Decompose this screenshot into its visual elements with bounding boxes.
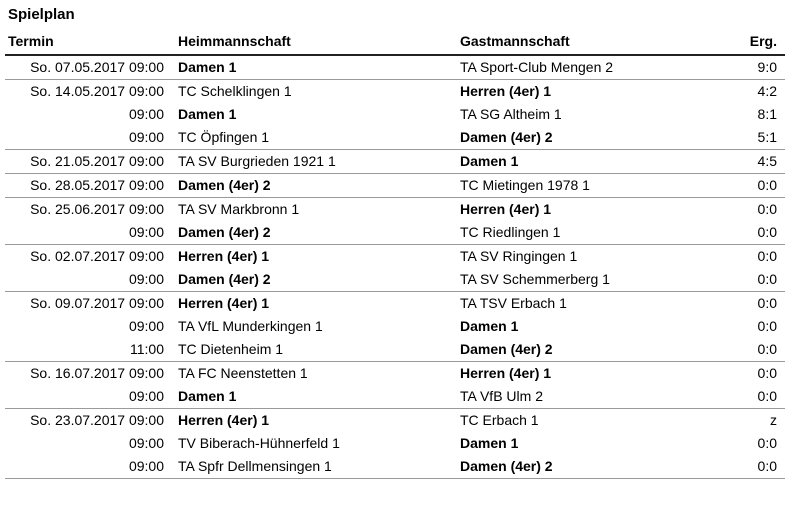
row-heimmannschaft: TA SV Burgrieden 1921 1 (165, 149, 455, 174)
row-heimmannschaft: Damen 1 (178, 106, 237, 122)
table-row: 09:00 Damen (4er) 2 TA SV Schemmerberg 1 0:… (5, 268, 785, 292)
table-row: So. 21.05.2017 09:00 TA SV Burgrieden 192… (5, 149, 785, 174)
table-row: So. 25.06.2017 09:00 TA SV Markbronn 1 Her… (5, 197, 785, 221)
row-termin: So. 28.05.2017 09:00 (5, 173, 165, 198)
row-gastmannschaft: TA TSV Erbach 1 (455, 291, 720, 315)
row-termin: 09:00 (128, 271, 164, 287)
schedule-table: Termin Heimmannschaft Gastmannschaft Erg… (5, 31, 785, 479)
row-gastmannschaft: TA SV Ringingen 1 (455, 244, 720, 268)
row-termin: 11:00 (130, 341, 164, 357)
row-heimmannschaft: Damen (4er) 2 (165, 173, 455, 198)
row-ergebnis: 0:0 (720, 244, 785, 268)
row-heimmannschaft: TA FC Neenstetten 1 (165, 361, 455, 385)
row-ergebnis: 0:0 (720, 291, 785, 315)
row-ergebnis: 0:0 (720, 197, 785, 221)
row-heimmannschaft: TA VfL Munderkingen 1 (178, 318, 323, 334)
row-ergebnis: 0:0 (757, 435, 777, 451)
table-row: 09:00 TA VfL Munderkingen 1 Damen 1 0:0 (5, 315, 785, 338)
row-termin: 09:00 (128, 129, 164, 145)
row-gastmannschaft: Herren (4er) 1 (455, 79, 720, 103)
row-heimmannschaft: Damen (4er) 2 (178, 271, 271, 287)
row-ergebnis: 0:0 (720, 361, 785, 385)
row-ergebnis: 0:0 (757, 224, 777, 240)
page-title: Spielplan (8, 6, 75, 23)
row-heimmannschaft: Herren (4er) 1 (165, 291, 455, 315)
table-row: 09:00 Damen 1 TA VfB Ulm 2 0:0 (5, 385, 785, 409)
table-row: So. 09.07.2017 09:00 Herren (4er) 1 TA TSV… (5, 291, 785, 315)
row-gastmannschaft: Herren (4er) 1 (455, 197, 720, 221)
row-ergebnis: 0:0 (720, 173, 785, 198)
row-termin: So. 09.07.2017 09:00 (5, 291, 165, 315)
column-header-termin: Termin (5, 31, 165, 56)
row-termin: So. 16.07.2017 09:00 (5, 361, 165, 385)
row-gastmannschaft: TC Erbach 1 (455, 408, 720, 432)
row-ergebnis: 0:0 (757, 318, 777, 334)
row-ergebnis: 0:0 (757, 341, 777, 357)
row-termin: 09:00 (128, 106, 164, 122)
row-termin: 09:00 (128, 435, 164, 451)
row-termin: So. 25.06.2017 09:00 (5, 197, 165, 221)
row-gastmannschaft: TA VfB Ulm 2 (460, 388, 543, 404)
table-row: 09:00 TC Öpfingen 1 Damen (4er) 2 5:1 (5, 126, 785, 150)
table-row: 09:00 TA Spfr Dellmensingen 1 Damen (4er) … (5, 455, 785, 479)
row-ergebnis: 4:5 (720, 149, 785, 174)
row-ergebnis: 8:1 (757, 106, 777, 122)
row-heimmannschaft: TC Schelklingen 1 (165, 79, 455, 103)
row-gastmannschaft: TA SV Schemmerberg 1 (460, 271, 610, 287)
table-row: So. 14.05.2017 09:00 TC Schelklingen 1 Her… (5, 79, 785, 103)
table-row: So. 28.05.2017 09:00 Damen (4er) 2 TC Miet… (5, 173, 785, 198)
table-row: 09:00 Damen (4er) 2 TC Riedlingen 1 0:0 (5, 221, 785, 245)
row-heimmannschaft: TV Biberach-Hühnerfeld 1 (178, 435, 340, 451)
schedule-table-body: So. 07.05.2017 09:00 Damen 1 TA Sport-Club… (5, 54, 785, 479)
column-header-ergebnis: Erg. (720, 31, 785, 56)
row-ergebnis: 0:0 (757, 388, 777, 404)
table-row: So. 02.07.2017 09:00 Herren (4er) 1 TA SV … (5, 244, 785, 268)
row-heimmannschaft: Damen (4er) 2 (178, 224, 271, 240)
row-termin: 09:00 (128, 318, 164, 334)
row-ergebnis: 0:0 (720, 455, 785, 479)
table-header-row: Termin Heimmannschaft Gastmannschaft Erg… (5, 31, 785, 56)
row-gastmannschaft: Damen (4er) 2 (455, 455, 720, 479)
row-termin: 09:00 (5, 455, 165, 479)
row-gastmannschaft: TC Mietingen 1978 1 (455, 173, 720, 198)
column-header-heimmannschaft: Heimmannschaft (165, 31, 455, 56)
row-heimmannschaft: Herren (4er) 1 (165, 244, 455, 268)
row-termin: 09:00 (128, 224, 164, 240)
row-gastmannschaft: TA SG Altheim 1 (460, 106, 562, 122)
row-termin: So. 14.05.2017 09:00 (5, 79, 165, 103)
row-heimmannschaft: TA SV Markbronn 1 (165, 197, 455, 221)
row-gastmannschaft: Damen 1 (460, 435, 519, 451)
schedule-page: Spielplan Termin Heimmannschaft Gastmann… (5, 6, 785, 479)
row-termin: So. 21.05.2017 09:00 (5, 149, 165, 174)
table-row: So. 23.07.2017 09:00 Herren (4er) 1 TC Erb… (5, 408, 785, 432)
row-gastmannschaft: Damen (4er) 2 (460, 129, 553, 145)
row-heimmannschaft: TC Öpfingen 1 (178, 129, 270, 145)
table-row: 09:00 TV Biberach-Hühnerfeld 1 Damen 1 0:0 (5, 432, 785, 455)
row-gastmannschaft: Damen 1 (455, 149, 720, 174)
row-heimmannschaft: TA Spfr Dellmensingen 1 (165, 455, 455, 479)
row-ergebnis: 5:1 (757, 129, 777, 145)
row-gastmannschaft: TC Riedlingen 1 (460, 224, 561, 240)
row-heimmannschaft: Damen 1 (165, 54, 455, 80)
row-termin: So. 02.07.2017 09:00 (5, 244, 165, 268)
row-gastmannschaft: TA Sport-Club Mengen 2 (455, 54, 720, 80)
table-row: 09:00 Damen 1 TA SG Altheim 1 8:1 (5, 103, 785, 126)
row-termin: So. 23.07.2017 09:00 (5, 408, 165, 432)
row-ergebnis: z (720, 408, 785, 432)
row-gastmannschaft: Herren (4er) 1 (455, 361, 720, 385)
column-header-gastmannschaft: Gastmannschaft (455, 31, 720, 56)
row-gastmannschaft: Damen (4er) 2 (460, 341, 553, 357)
row-ergebnis: 4:2 (720, 79, 785, 103)
row-gastmannschaft: Damen 1 (460, 318, 519, 334)
table-row: 11:00 TC Dietenheim 1 Damen (4er) 2 0:0 (5, 338, 785, 362)
row-heimmannschaft: Damen 1 (178, 388, 237, 404)
row-ergebnis: 9:0 (720, 54, 785, 80)
row-heimmannschaft: Herren (4er) 1 (165, 408, 455, 432)
row-heimmannschaft: TC Dietenheim 1 (178, 341, 284, 357)
row-termin: 09:00 (128, 388, 164, 404)
row-ergebnis: 0:0 (757, 271, 777, 287)
table-row: So. 07.05.2017 09:00 Damen 1 TA Sport-Club… (5, 54, 785, 80)
row-termin: So. 07.05.2017 09:00 (5, 54, 165, 80)
